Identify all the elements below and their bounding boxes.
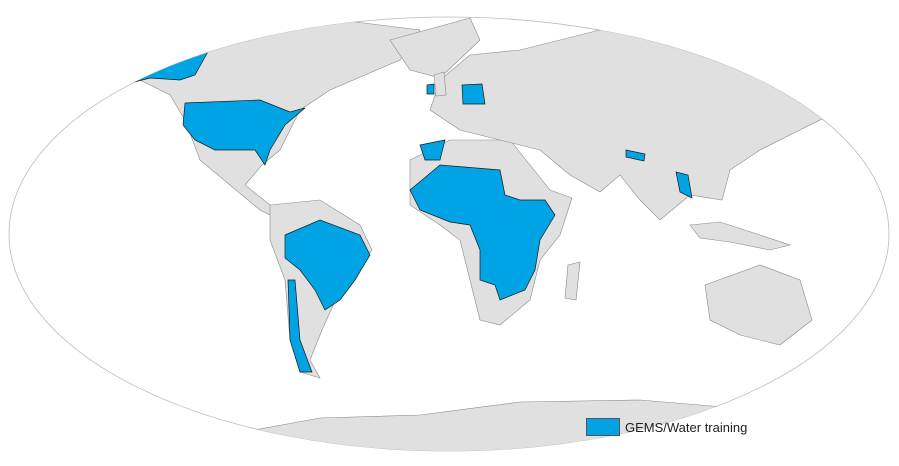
- legend: GEMS/Water training: [586, 418, 747, 436]
- legend-swatch: [586, 418, 620, 436]
- greenland: [389, 17, 481, 79]
- region-morocco[interactable]: [419, 139, 446, 161]
- region-laos[interactable]: [675, 171, 693, 199]
- region-united-states[interactable]: [182, 99, 306, 166]
- uk: [433, 71, 447, 97]
- region-nepal[interactable]: [625, 149, 646, 162]
- australia: [704, 264, 813, 346]
- region-germany[interactable]: [461, 83, 486, 105]
- region-sub-saharan-africa[interactable]: [409, 164, 556, 301]
- madagascar: [564, 261, 581, 301]
- region-brazil[interactable]: [284, 219, 371, 311]
- region-ireland[interactable]: [426, 83, 435, 95]
- legend-label: GEMS/Water training: [625, 419, 748, 435]
- region-chile[interactable]: [287, 279, 313, 373]
- eurasia: [429, 29, 861, 221]
- indonesia: [689, 221, 792, 251]
